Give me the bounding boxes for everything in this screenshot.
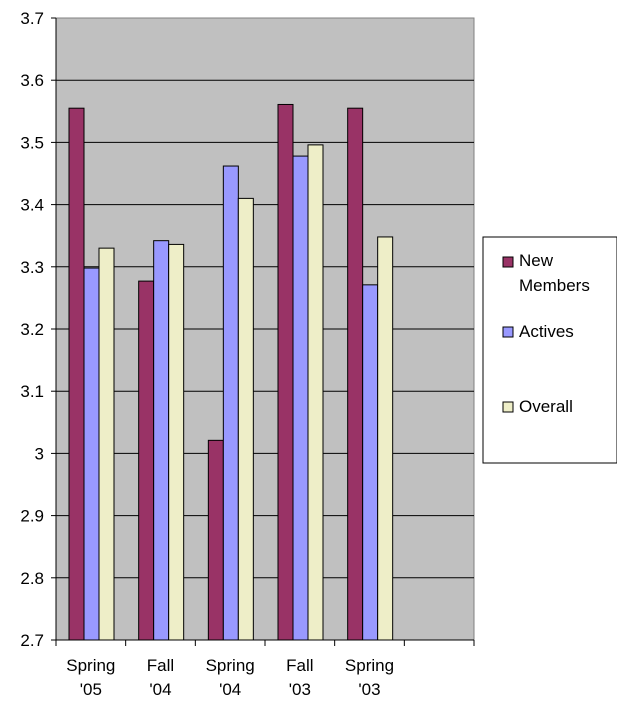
bar-overall: [237, 197, 254, 641]
x-tick-label: '05: [80, 680, 102, 699]
legend-label: Members: [519, 276, 590, 295]
y-tick-label: 2.9: [20, 507, 44, 526]
bars: [68, 103, 394, 641]
gridlines: [56, 79, 474, 579]
y-tick-label: 3.1: [20, 382, 44, 401]
x-tick-label: Fall: [147, 656, 174, 675]
y-tick-label: 3.6: [20, 71, 44, 90]
legend-swatch-actives: [502, 326, 514, 338]
bar-new-members: [138, 280, 155, 641]
bar-actives: [292, 155, 309, 641]
x-tick-label: '03: [358, 680, 380, 699]
legend-box: [482, 236, 617, 464]
bar-new-members: [68, 107, 85, 641]
x-tick-label: Spring: [345, 656, 394, 675]
bar-overall: [168, 243, 185, 641]
legend-label: Actives: [519, 322, 574, 341]
bar-new-members: [207, 439, 224, 641]
bar-new-members: [347, 107, 364, 641]
y-tick-label: 2.8: [20, 569, 44, 588]
x-tick-label: Fall: [286, 656, 313, 675]
axes: [51, 17, 475, 646]
y-tick-label: 3.4: [20, 196, 44, 215]
bar-overall: [307, 144, 324, 641]
legend-label: New: [519, 251, 554, 270]
legend-label: Overall: [519, 397, 573, 416]
x-tick-labels: Spring '05 Fall '04 Spring '04 Fall '03 Spring '0…: [66, 656, 394, 699]
y-tick-label: 3.7: [20, 9, 44, 28]
y-tick-label: 3: [35, 444, 44, 463]
x-tick-label: Spring: [66, 656, 115, 675]
y-tick-labels: 2.7 2.8 2.9 3 3.1 3.2 3.3 3.4 3.5 3.6 3.7: [20, 9, 44, 650]
x-tick-label: '04: [149, 680, 171, 699]
y-tick-label: 3.3: [20, 258, 44, 277]
bar-overall: [98, 247, 115, 641]
bar-actives: [362, 284, 379, 641]
y-tick-label: 3.2: [20, 320, 44, 339]
x-tick-label: Spring: [206, 656, 255, 675]
legend: New Members Actives Overall: [482, 236, 617, 464]
bar-new-members: [277, 103, 294, 641]
bar-actives: [222, 165, 239, 641]
y-tick-label: 2.7: [20, 631, 44, 650]
legend-swatch-overall: [502, 401, 514, 413]
bar-actives: [83, 267, 100, 641]
x-tick-label: '03: [289, 680, 311, 699]
legend-swatch-new-members: [502, 256, 514, 268]
bar-overall: [377, 236, 394, 641]
x-tick-label: '04: [219, 680, 241, 699]
bar-actives: [153, 240, 170, 641]
y-tick-label: 3.5: [20, 133, 44, 152]
